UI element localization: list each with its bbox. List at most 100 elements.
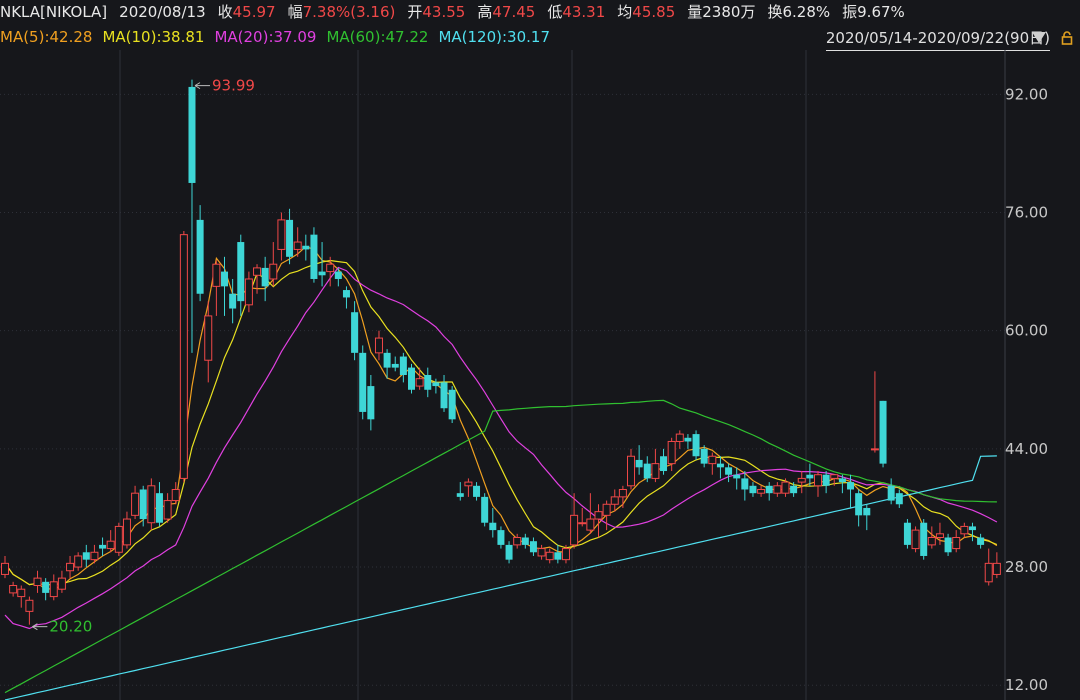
- quote-header: NKLA[NIKOLA] 2020/08/13 收45.97 幅7.38%(3.16)…: [0, 0, 1080, 25]
- candle: [293, 227, 302, 257]
- close-label: 收: [217, 3, 233, 21]
- candle: [537, 544, 546, 560]
- candle: [351, 301, 359, 361]
- candle: [302, 234, 310, 261]
- candle: [708, 452, 717, 475]
- candle: [960, 522, 969, 538]
- symbol-name: NKLA[NIKOLA]: [0, 3, 108, 21]
- candle: [139, 485, 147, 527]
- amplitude-label: 振: [842, 3, 858, 21]
- candle: [830, 474, 839, 486]
- candle: [448, 386, 456, 424]
- candle: [790, 482, 798, 497]
- ma20-legend: MA(20):37.09: [214, 28, 317, 46]
- y-tick-label: 12.00: [1005, 676, 1048, 694]
- candle: [586, 493, 595, 534]
- dropdown-arrow-icon[interactable]: [1032, 32, 1046, 43]
- candle: [651, 448, 660, 483]
- candle: [114, 522, 123, 556]
- candle: [9, 581, 18, 597]
- candle: [391, 356, 399, 372]
- candle: [554, 544, 562, 564]
- candle: [529, 537, 537, 556]
- candle: [237, 234, 245, 316]
- candle: [863, 504, 871, 531]
- candle: [838, 474, 846, 494]
- candle: [725, 463, 733, 483]
- candle: [578, 507, 587, 527]
- avg-label: 均: [617, 3, 633, 21]
- candle: [204, 301, 213, 383]
- ma-line: [4, 266, 998, 630]
- candle: [229, 278, 237, 324]
- candle: [106, 530, 115, 553]
- candle: [489, 507, 497, 538]
- candle: [179, 230, 188, 483]
- candle: [627, 448, 636, 490]
- candle: [741, 471, 749, 501]
- y-tick-label: 76.00: [1005, 204, 1048, 222]
- ma-line: [4, 399, 997, 694]
- candle: [90, 544, 99, 564]
- ma-line: [4, 259, 998, 586]
- candle: [944, 533, 952, 556]
- avg-value: 45.85: [632, 3, 676, 21]
- candle: [33, 570, 42, 593]
- candle: [781, 478, 790, 497]
- price-annotation: 93.99: [194, 77, 255, 95]
- change-value: 7.38%(3.16): [302, 3, 396, 21]
- candle: [521, 533, 529, 549]
- candle: [594, 504, 603, 538]
- candle: [456, 482, 464, 501]
- y-tick-label: 60.00: [1005, 322, 1048, 340]
- candle: [887, 478, 895, 505]
- candle: [318, 242, 326, 287]
- date-range-selector[interactable]: 2020/05/14-2020/09/22(90日): [825, 26, 1050, 51]
- candle: [188, 79, 196, 353]
- candle: [879, 400, 887, 468]
- candle: [74, 552, 83, 571]
- candle: [334, 267, 342, 287]
- candle: [513, 533, 522, 549]
- candle: [643, 456, 651, 483]
- candle: [310, 227, 318, 283]
- ma10-legend: MA(10):38.81: [102, 28, 205, 46]
- candle: [757, 485, 766, 497]
- candle: [773, 482, 782, 497]
- candle: [155, 482, 163, 527]
- ma5-legend: MA(5):42.28: [0, 28, 93, 46]
- candle: [277, 212, 286, 261]
- candle: [383, 349, 391, 379]
- candle: [17, 585, 26, 608]
- amplitude-value: 9.67%: [857, 3, 905, 21]
- candle: [870, 371, 879, 453]
- candle: [675, 430, 684, 449]
- candle: [692, 430, 700, 460]
- candle: [415, 367, 424, 390]
- candle: [895, 489, 903, 508]
- candle: [25, 596, 34, 625]
- svg-text:93.99: 93.99: [212, 77, 255, 95]
- turnover-value: 6.28%: [782, 3, 831, 21]
- candle: [684, 434, 692, 449]
- price-annotation: 20.20: [32, 618, 92, 636]
- y-tick-label: 28.00: [1005, 558, 1048, 576]
- candle: [497, 526, 505, 549]
- candle: [797, 471, 806, 494]
- candle: [286, 208, 294, 265]
- candle: [408, 363, 415, 394]
- ma-legend: MA(5):42.28 MA(10):38.81 MA(20):37.09 MA(60…: [0, 25, 1080, 49]
- candle: [424, 367, 432, 398]
- candle: [342, 286, 350, 309]
- candle: [374, 330, 383, 361]
- candle: [968, 522, 976, 542]
- candle: [822, 471, 830, 494]
- candle: [253, 264, 262, 294]
- candle: [66, 555, 75, 579]
- candle: [618, 485, 627, 508]
- candle: [927, 526, 936, 549]
- lock-icon[interactable]: [1060, 31, 1074, 45]
- candle: [326, 256, 335, 287]
- candle: [765, 482, 773, 501]
